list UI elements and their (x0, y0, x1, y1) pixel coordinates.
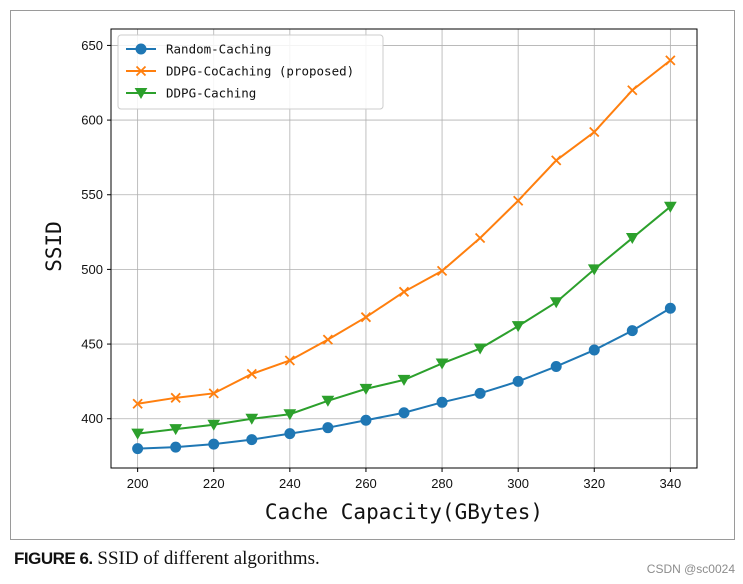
data-point (322, 334, 334, 345)
data-point (170, 392, 181, 403)
x-tick-label: 300 (507, 476, 529, 491)
data-point (360, 414, 372, 426)
x-tick-label: 320 (583, 476, 605, 491)
x-tick-label: 260 (355, 476, 377, 491)
plot-area (110, 28, 698, 469)
data-point (360, 312, 372, 323)
figure-frame: 200 220 240 260 280 300 320 340 400 450 500 550 600 6… (10, 10, 735, 540)
data-point (665, 55, 676, 66)
data-point (207, 419, 221, 431)
legend-entry: Random-Caching (126, 42, 271, 57)
data-point (550, 360, 562, 372)
grid (111, 29, 697, 468)
y-tick-label: 550 (81, 187, 103, 202)
data-point (627, 85, 638, 96)
legend-label: DDPG-Caching (166, 86, 256, 101)
data-point (284, 355, 295, 366)
legend-marker (134, 88, 148, 99)
data-point (359, 383, 373, 395)
legend-box (117, 34, 384, 110)
data-point (664, 302, 676, 314)
data-point (626, 325, 638, 337)
data-point (549, 297, 563, 309)
series-line (137, 205, 671, 435)
legend-entry: DDPG-Caching (126, 86, 256, 101)
x-tick-label: 340 (660, 476, 682, 491)
data-point (436, 265, 448, 277)
x-tick-label: 220 (203, 476, 225, 491)
x-tick-label: 200 (127, 476, 149, 491)
y-tick-label: 650 (81, 38, 103, 53)
data-point (208, 438, 220, 450)
data-point (625, 233, 639, 245)
data-point (512, 375, 524, 387)
data-point (435, 358, 449, 370)
figure-caption-label: FIGURE 6. (14, 549, 93, 568)
legend-marker (135, 65, 147, 77)
data-point (589, 126, 600, 138)
data-point (513, 195, 524, 206)
data-point (170, 441, 182, 453)
data-point (208, 388, 219, 399)
line-chart: 200 220 240 260 280 300 320 340 400 450 500 550 600 6… (42, 28, 698, 524)
data-point (398, 407, 410, 419)
data-point (284, 428, 296, 440)
data-point (436, 396, 448, 408)
data-point (322, 422, 334, 434)
y-axis-title: SSID (42, 221, 66, 272)
figure-caption: FIGURE 6. SSID of different algorithms. (14, 548, 320, 570)
data-point (474, 387, 486, 399)
series-layer (131, 55, 677, 455)
series-2 (131, 201, 677, 440)
data-point (169, 424, 183, 436)
data-point (321, 395, 335, 407)
data-point (132, 443, 144, 455)
series-0 (132, 302, 676, 455)
y-tick-label: 600 (81, 113, 103, 128)
data-point (474, 232, 486, 244)
series-1 (132, 55, 676, 409)
legend-marker (135, 43, 147, 55)
data-point (473, 343, 487, 355)
y-tick-label: 450 (81, 337, 103, 352)
figure-caption-text: SSID of different algorithms. (97, 548, 320, 569)
data-point (663, 201, 677, 213)
data-point (132, 398, 143, 409)
data-point (511, 321, 525, 333)
data-point (551, 155, 562, 166)
y-tick-label: 500 (81, 262, 103, 277)
y-tick-label: 400 (81, 411, 103, 426)
watermark: CSDN @sc0024 (646, 562, 735, 576)
data-point (131, 428, 145, 440)
legend-entry: DDPG-CoCaching (proposed) (126, 64, 354, 79)
data-point (246, 434, 258, 446)
axis-ticks: 200 220 240 260 280 300 320 340 400 450 500 550 600 6… (81, 38, 681, 491)
data-point (283, 409, 297, 421)
data-point (245, 413, 259, 425)
data-point (397, 374, 411, 386)
data-point (246, 368, 257, 380)
x-axis-title: Cache Capacity(GBytes) (265, 500, 543, 524)
x-tick-label: 240 (279, 476, 301, 491)
legend: Random-Caching DDPG-CoCaching (proposed) D… (117, 34, 384, 110)
legend-label: Random-Caching (166, 42, 271, 57)
legend-label: DDPG-CoCaching (proposed) (166, 64, 354, 79)
data-point (587, 264, 601, 276)
data-point (588, 344, 600, 356)
x-tick-label: 280 (431, 476, 453, 491)
data-point (398, 286, 410, 297)
